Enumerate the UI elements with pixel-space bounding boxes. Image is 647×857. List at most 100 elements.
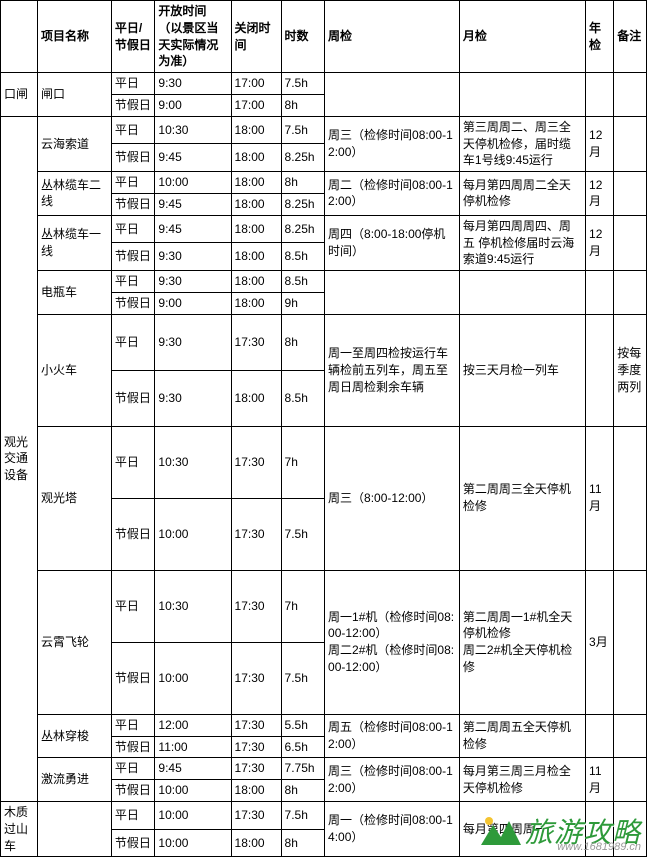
col-open: 开放时间（以景区当天实际情况为准） [155, 1, 231, 73]
name-cell: 观光塔 [37, 426, 111, 570]
yearly-cell [586, 801, 614, 856]
schedule-table: 项目名称 平日/节假日 开放时间（以景区当天实际情况为准） 关闭时间 时数 周检… [0, 0, 647, 857]
data-cell: 10:00 [155, 172, 231, 194]
name-cell: 激流勇进 [37, 758, 111, 802]
data-cell: 8.5h [281, 370, 325, 426]
table-row: 小火车平日9:3017:308h周一至周四检按运行车辆检前五列车，周五至周日周检… [1, 314, 647, 370]
monthly-cell: 按三天月检一列车 [459, 314, 585, 426]
table-row: 丛林缆车一线平日9:4518:008.25h周四（8:00-18:00停机时间）… [1, 215, 647, 243]
note-cell [614, 215, 647, 270]
data-cell: 平日 [111, 714, 155, 736]
data-cell: 17:30 [231, 642, 281, 714]
note-cell [614, 426, 647, 570]
data-cell: 平日 [111, 426, 155, 498]
name-cell: 小火车 [37, 314, 111, 426]
data-cell: 7.5h [281, 642, 325, 714]
col-daytype: 平日/节假日 [111, 1, 155, 73]
category-cell: 木质过山车 [1, 801, 38, 856]
data-cell: 18:00 [231, 243, 281, 271]
table-row: 电瓶车平日9:3018:008.5h [1, 271, 647, 293]
yearly-cell: 12月 [586, 172, 614, 216]
data-cell: 7h [281, 426, 325, 498]
data-cell: 11:00 [155, 736, 231, 758]
data-cell: 8h [281, 94, 325, 116]
data-cell: 8h [281, 829, 325, 857]
data-cell: 平日 [111, 172, 155, 194]
yearly-cell [586, 271, 614, 315]
note-cell [614, 116, 647, 171]
data-cell: 17:30 [231, 714, 281, 736]
yearly-cell: 11月 [586, 758, 614, 802]
yearly-cell: 3月 [586, 570, 614, 714]
weekly-cell: 周三（检修时间08:00-12:00） [325, 116, 460, 171]
data-cell: 10:00 [155, 642, 231, 714]
data-cell: 17:30 [231, 314, 281, 370]
data-cell: 9:30 [155, 73, 231, 95]
data-cell: 18:00 [231, 829, 281, 857]
name-cell: 云海索道 [37, 116, 111, 171]
col-yearly: 年检 [586, 1, 614, 73]
data-cell: 7.75h [281, 758, 325, 780]
monthly-cell [459, 73, 585, 117]
col-category [1, 1, 38, 73]
data-cell: 平日 [111, 73, 155, 95]
data-cell: 17:30 [231, 736, 281, 758]
data-cell: 17:30 [231, 498, 281, 570]
data-cell: 10:00 [155, 780, 231, 802]
data-cell: 10:00 [155, 498, 231, 570]
data-cell: 17:30 [231, 758, 281, 780]
col-monthly: 月检 [459, 1, 585, 73]
table-row: 观光交通设备云海索道平日10:3018:007.5h周三（检修时间08:00-1… [1, 116, 647, 144]
data-cell: 8.25h [281, 215, 325, 243]
weekly-cell: 周一（检修时间08:00-14:00） [325, 801, 460, 856]
note-cell [614, 714, 647, 758]
data-cell: 9:30 [155, 370, 231, 426]
category-cell: 观光交通设备 [1, 116, 38, 801]
col-note: 备注 [614, 1, 647, 73]
note-cell [614, 271, 647, 315]
data-cell: 9:45 [155, 193, 231, 215]
data-cell: 9:45 [155, 144, 231, 172]
weekly-cell: 周二（检修时间08:00-12:00） [325, 172, 460, 216]
data-cell: 节假日 [111, 370, 155, 426]
name-cell: 丛林穿梭 [37, 714, 111, 758]
data-cell: 平日 [111, 314, 155, 370]
monthly-cell: 每月第四周周二全天停机检修 [459, 172, 585, 216]
monthly-cell: 第二周周一1#机全天停机检修 周二2#机全天停机检修 [459, 570, 585, 714]
data-cell: 7h [281, 570, 325, 642]
category-cell: 口闸 [1, 73, 38, 117]
monthly-cell: 每月第四周周四、周五 停机检修届时云海索道9:45运行 [459, 215, 585, 270]
note-cell: 按每季度两列 [614, 314, 647, 426]
data-cell: 节假日 [111, 642, 155, 714]
col-name: 项目名称 [37, 1, 111, 73]
note-cell [614, 172, 647, 216]
col-close: 关闭时间 [231, 1, 281, 73]
monthly-cell: 第二周周五全天停机检修 [459, 714, 585, 758]
data-cell: 9:30 [155, 314, 231, 370]
note-cell [614, 73, 647, 117]
name-cell: 丛林缆车一线 [37, 215, 111, 270]
data-cell: 18:00 [231, 193, 281, 215]
data-cell: 17:00 [231, 94, 281, 116]
data-cell: 节假日 [111, 243, 155, 271]
weekly-cell: 周四（8:00-18:00停机时间） [325, 215, 460, 270]
weekly-cell: 周一1#机（检修时间08:00-12:00） 周二2#机（检修时间08:00-1… [325, 570, 460, 714]
data-cell: 平日 [111, 215, 155, 243]
weekly-cell: 周三（检修时间08:00-12:00） [325, 758, 460, 802]
header-row: 项目名称 平日/节假日 开放时间（以景区当天实际情况为准） 关闭时间 时数 周检… [1, 1, 647, 73]
data-cell: 节假日 [111, 94, 155, 116]
data-cell: 8.5h [281, 271, 325, 293]
data-cell: 节假日 [111, 736, 155, 758]
data-cell: 10:30 [155, 116, 231, 144]
table-row: 口闸闸口平日9:3017:007.5h [1, 73, 647, 95]
table-row: 丛林缆车二线平日10:0018:008h周二（检修时间08:00-12:00）每… [1, 172, 647, 194]
data-cell: 7.5h [281, 498, 325, 570]
name-cell: 丛林缆车二线 [37, 172, 111, 216]
data-cell: 10:00 [155, 829, 231, 857]
data-cell: 18:00 [231, 370, 281, 426]
data-cell: 17:00 [231, 73, 281, 95]
data-cell: 8.25h [281, 193, 325, 215]
data-cell: 10:30 [155, 426, 231, 498]
table-row: 观光塔平日10:3017:307h周三（8:00-12:00）第二周周三全天停机… [1, 426, 647, 498]
data-cell: 平日 [111, 116, 155, 144]
